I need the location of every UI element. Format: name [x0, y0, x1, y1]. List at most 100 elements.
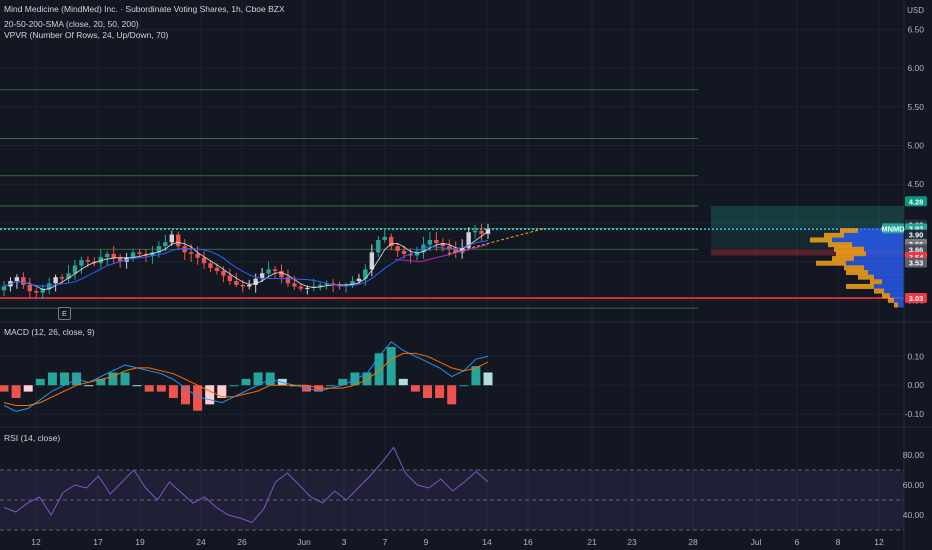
macd-histogram-bar — [35, 378, 45, 386]
sma50-line — [3, 240, 489, 287]
macd-histogram-bar — [483, 372, 493, 386]
sma-legend[interactable]: 20-50-200-SMA (close, 20, 50, 200) — [4, 19, 139, 29]
macd-tick-label: -0.10 — [905, 409, 925, 419]
price-pane[interactable] — [1, 223, 546, 300]
candle-body — [330, 283, 336, 285]
axes: 12 17 19 24 26 Jun 3 7 9 14 16 21 23 28 Jul 6 8 12 6.50 6.0… — [31, 24, 927, 547]
candle-body — [272, 269, 278, 271]
macd-histogram-bar — [289, 385, 299, 387]
candle-body — [395, 246, 400, 251]
volume-profile-up-bar — [894, 297, 904, 303]
price-tag — [905, 293, 927, 304]
candle-body — [79, 260, 84, 266]
price-tick-label: 5.00 — [907, 141, 924, 151]
time-tick-label: 9 — [424, 537, 429, 547]
macd-histogram-bar — [181, 385, 190, 405]
volume-profile-down-bar — [844, 265, 864, 271]
currency-label: USD — [907, 6, 924, 15]
macd-histogram-bar — [84, 385, 94, 387]
candle-body — [21, 277, 26, 285]
time-tick-label: 8 — [836, 537, 841, 547]
volume-profile-up-bar — [852, 242, 904, 248]
macd-histogram-bar — [168, 385, 178, 398]
macd-histogram-bar — [11, 385, 21, 398]
rsi-pane[interactable] — [0, 446, 904, 531]
volume-profile-up-bar — [874, 274, 904, 280]
candle-body — [201, 257, 207, 264]
time-tick-label: 17 — [93, 537, 103, 547]
price-tag-label: MNMD — [881, 224, 905, 233]
candle-body — [53, 277, 58, 284]
candle-body — [27, 284, 33, 292]
candle-body — [221, 270, 226, 276]
stop-zone — [711, 249, 904, 256]
candle-body — [350, 281, 355, 285]
candle-body — [279, 270, 284, 278]
horizontal-levels — [0, 89, 904, 309]
volume-profile-up-bar — [882, 279, 904, 285]
volume-profile-up-bar — [884, 288, 904, 294]
price-tick-label: 4.50 — [907, 179, 924, 189]
candle-body — [130, 252, 136, 258]
candle-body — [1, 286, 7, 291]
macd-histogram-bar — [338, 378, 348, 386]
candle-body — [292, 283, 297, 287]
sma200-line — [394, 244, 489, 263]
candle-body — [427, 239, 433, 245]
macd-histogram-bar — [205, 385, 215, 405]
candle-body — [169, 234, 174, 243]
rsi-legend[interactable]: RSI (14, close) — [4, 433, 61, 443]
signal-line — [3, 352, 489, 406]
candle-body — [72, 265, 78, 274]
rsi-line — [3, 446, 489, 524]
volume-profile-up-bar — [898, 302, 904, 308]
time-tick-label: 12 — [874, 537, 884, 547]
candle-body — [363, 269, 368, 279]
macd-histogram-bar — [217, 385, 227, 398]
macd-line — [3, 341, 489, 412]
macd-histogram-bar — [229, 385, 239, 387]
macd-histogram-bar — [410, 385, 420, 392]
time-tick-label: 6 — [795, 537, 800, 547]
candle-body — [85, 260, 91, 262]
candle-body — [182, 246, 187, 253]
volume-profile-down-bar — [874, 288, 884, 294]
candle-body — [453, 249, 458, 253]
macd-legend[interactable]: MACD (12, 26, close, 9) — [4, 327, 95, 337]
volume-profile-down-bar — [832, 256, 854, 262]
time-tick-label: Jul — [751, 537, 762, 547]
price-tag-label: 3.92 — [909, 224, 924, 233]
macd-histogram-bar — [132, 385, 142, 387]
macd-histogram-bar — [47, 372, 57, 386]
earnings-marker[interactable]: E — [58, 307, 71, 320]
time-tick-label: 12 — [31, 537, 41, 547]
time-tick-label: 16 — [523, 537, 533, 547]
volume-profile-down-bar — [894, 302, 898, 308]
candle-body — [298, 286, 304, 289]
macd-histogram-bar — [60, 372, 69, 386]
volume-profile-up-bar — [864, 265, 904, 271]
candle-body — [382, 236, 387, 240]
price-tag — [905, 244, 927, 255]
price-tag — [905, 196, 927, 207]
macd-histogram-bar — [253, 372, 263, 386]
volume-profile-up-bar — [846, 260, 904, 266]
time-tick-label: 24 — [196, 537, 206, 547]
trendline — [447, 227, 546, 255]
volume-profile-up-bar — [858, 228, 904, 234]
candle-body — [447, 246, 452, 250]
macd-histogram-bar — [265, 372, 275, 386]
volume-profile-down-bar — [824, 232, 844, 238]
macd-histogram-bar — [386, 347, 396, 386]
volume-profile-up-bar — [874, 283, 904, 289]
vpvr-legend[interactable]: VPVR (Number Of Rows, 24, Up/Down, 70) — [4, 30, 169, 40]
macd-histogram-bar — [0, 385, 9, 392]
macd-pane[interactable] — [0, 341, 493, 412]
volume-profile-up-bar — [854, 256, 904, 262]
volume-profile-down-bar — [846, 283, 874, 289]
time-tick-label: 19 — [135, 537, 145, 547]
target-zone — [711, 205, 904, 229]
price-tag — [882, 223, 904, 234]
